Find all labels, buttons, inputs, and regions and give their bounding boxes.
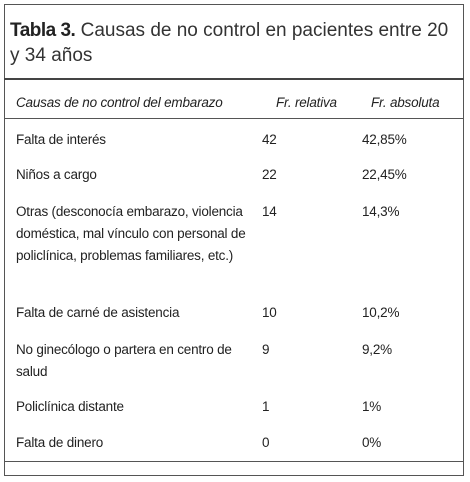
table-cell: 0% bbox=[362, 435, 382, 450]
header-cell: Causas de no control del embarazo bbox=[16, 95, 223, 110]
table-cell: No ginecólogo o partera en centro de sal… bbox=[16, 342, 232, 379]
bottom-rule bbox=[4, 461, 464, 462]
table-cell: 42,85% bbox=[362, 132, 407, 147]
table-cell: 14 bbox=[262, 204, 277, 219]
table-cell: 9 bbox=[262, 342, 270, 357]
table-cell: 10,2% bbox=[362, 305, 400, 320]
table-cell: 10 bbox=[262, 305, 277, 320]
table-cell: 14,3% bbox=[362, 204, 400, 219]
table-title: Tabla 3. Causas de no control en pacient… bbox=[10, 18, 450, 68]
table-cell: 22,45% bbox=[362, 167, 407, 182]
header-rule bbox=[4, 118, 464, 119]
header-cell: Fr. absoluta bbox=[371, 95, 440, 110]
title-text: Causas de no control en pacientes entre … bbox=[10, 20, 449, 66]
title-label: Tabla 3. bbox=[10, 20, 76, 41]
table-cell: 22 bbox=[262, 167, 277, 182]
table-frame bbox=[4, 4, 464, 476]
table-cell: Falta de dinero bbox=[16, 435, 104, 450]
header-cell: Fr. relativa bbox=[276, 95, 337, 110]
table-cell: Otras (desconocía embarazo, violencia do… bbox=[16, 204, 246, 263]
table-cell: 42 bbox=[262, 132, 277, 147]
table-cell: Falta de carné de asistencia bbox=[16, 305, 180, 320]
table-cell: Policlínica distante bbox=[16, 399, 124, 414]
table-cell: 1% bbox=[362, 399, 382, 414]
table-cell: 9,2% bbox=[362, 342, 392, 357]
table-cell: 0 bbox=[262, 435, 270, 450]
table-cell: 1 bbox=[262, 399, 270, 414]
table-cell: Falta de interés bbox=[16, 132, 106, 147]
table-cell: Niños a cargo bbox=[16, 167, 97, 182]
title-rule bbox=[4, 78, 464, 80]
